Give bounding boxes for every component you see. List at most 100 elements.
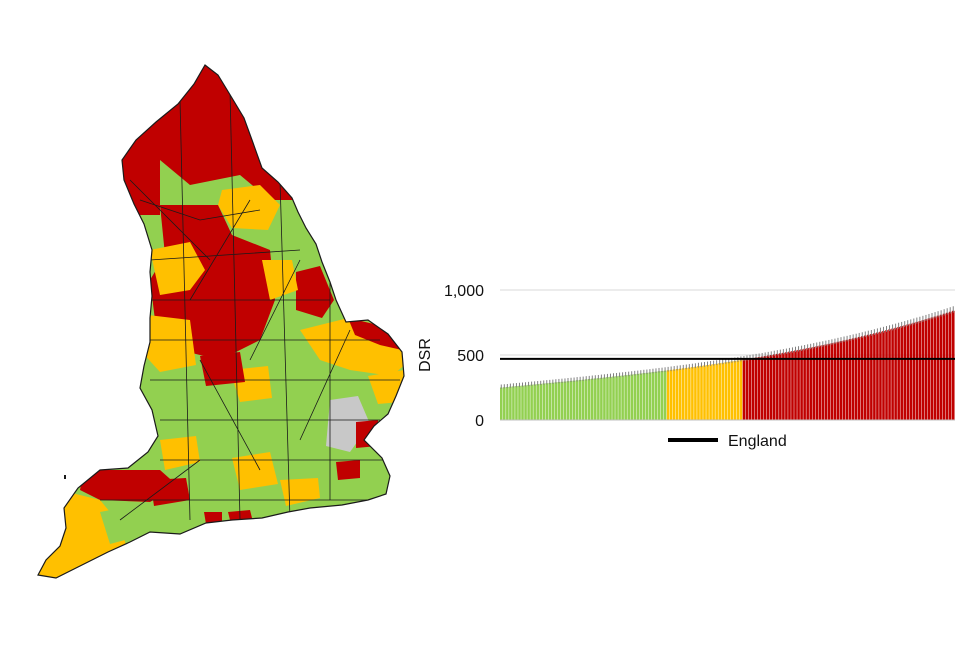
bar — [700, 365, 703, 420]
bar — [666, 370, 670, 420]
bar — [760, 356, 764, 420]
region-suffolk-amber — [368, 370, 404, 404]
bar — [751, 357, 755, 420]
bar — [651, 372, 655, 420]
bar — [545, 383, 549, 420]
bar — [660, 370, 664, 420]
region-yorks-amber — [262, 260, 298, 300]
y-tick-label: 0 — [475, 413, 484, 430]
bar — [769, 355, 773, 420]
bar — [697, 366, 700, 420]
bar — [839, 341, 843, 420]
region-northeast-amber — [218, 185, 280, 230]
bar — [560, 381, 564, 420]
bar — [818, 345, 822, 420]
bar — [912, 322, 916, 420]
bar — [627, 374, 630, 420]
bar — [927, 318, 931, 420]
bar-chart: 0 500 1,000 DSR England — [405, 270, 960, 470]
scilly-isles — [64, 475, 66, 479]
bar — [512, 386, 515, 420]
bar — [718, 363, 721, 420]
bar — [800, 349, 803, 420]
bar — [924, 319, 928, 420]
bar — [824, 344, 828, 420]
bar — [879, 331, 882, 420]
bar — [675, 369, 679, 420]
bar — [624, 375, 627, 420]
bar — [942, 313, 946, 420]
bar — [930, 317, 934, 420]
bar — [591, 378, 594, 420]
bar — [621, 375, 624, 420]
bar — [727, 361, 731, 420]
bar — [803, 348, 806, 420]
bar — [706, 365, 709, 420]
bar — [663, 370, 667, 420]
bar — [578, 379, 582, 420]
bar — [730, 361, 734, 420]
bar — [851, 338, 855, 420]
region-sussex-amber — [280, 478, 320, 506]
bar — [939, 314, 943, 420]
region-midlands-amber — [140, 315, 196, 372]
bar — [724, 362, 728, 420]
bar — [518, 385, 521, 420]
bar — [748, 358, 752, 420]
bar — [563, 381, 567, 420]
bar — [515, 386, 518, 420]
bar — [682, 368, 685, 420]
bar — [639, 373, 643, 420]
bar — [642, 373, 646, 420]
region-dorset-red — [204, 512, 222, 524]
bar — [891, 328, 894, 420]
region-west-amber — [160, 436, 200, 470]
bar — [848, 339, 852, 420]
england-map — [37, 64, 405, 579]
bar — [506, 386, 509, 420]
bar — [597, 378, 600, 420]
bar — [709, 364, 712, 420]
bar — [766, 355, 770, 420]
bar — [857, 336, 861, 420]
bar — [503, 387, 506, 420]
bar — [648, 372, 652, 420]
bar — [945, 312, 949, 420]
bar — [672, 369, 676, 420]
bar — [948, 311, 952, 420]
bar — [876, 332, 879, 420]
bar — [500, 387, 503, 420]
bar — [551, 382, 555, 420]
bar — [918, 321, 922, 420]
bar — [572, 380, 576, 420]
bar — [897, 326, 900, 420]
bar — [603, 377, 606, 420]
bar — [936, 315, 940, 420]
bar — [830, 343, 834, 420]
bar — [900, 326, 903, 420]
bar — [742, 359, 746, 420]
bar — [797, 349, 800, 420]
bar — [833, 342, 837, 420]
bar — [885, 330, 888, 420]
bar — [694, 366, 697, 420]
region-lancs-amber — [150, 242, 205, 295]
bar — [581, 379, 585, 420]
region-boundaries — [100, 89, 400, 521]
bar — [906, 324, 910, 420]
bar — [933, 316, 937, 420]
bar — [809, 347, 812, 420]
region-somerset-red — [150, 478, 190, 506]
bar — [609, 376, 612, 420]
bar — [533, 384, 536, 420]
bar — [715, 363, 718, 420]
bar — [736, 360, 740, 420]
bar — [864, 335, 867, 420]
bar — [888, 329, 891, 420]
bars — [500, 310, 955, 420]
bar — [630, 374, 634, 420]
bar — [678, 368, 682, 420]
bar — [612, 376, 615, 420]
bar — [536, 384, 539, 420]
bar — [806, 348, 809, 420]
